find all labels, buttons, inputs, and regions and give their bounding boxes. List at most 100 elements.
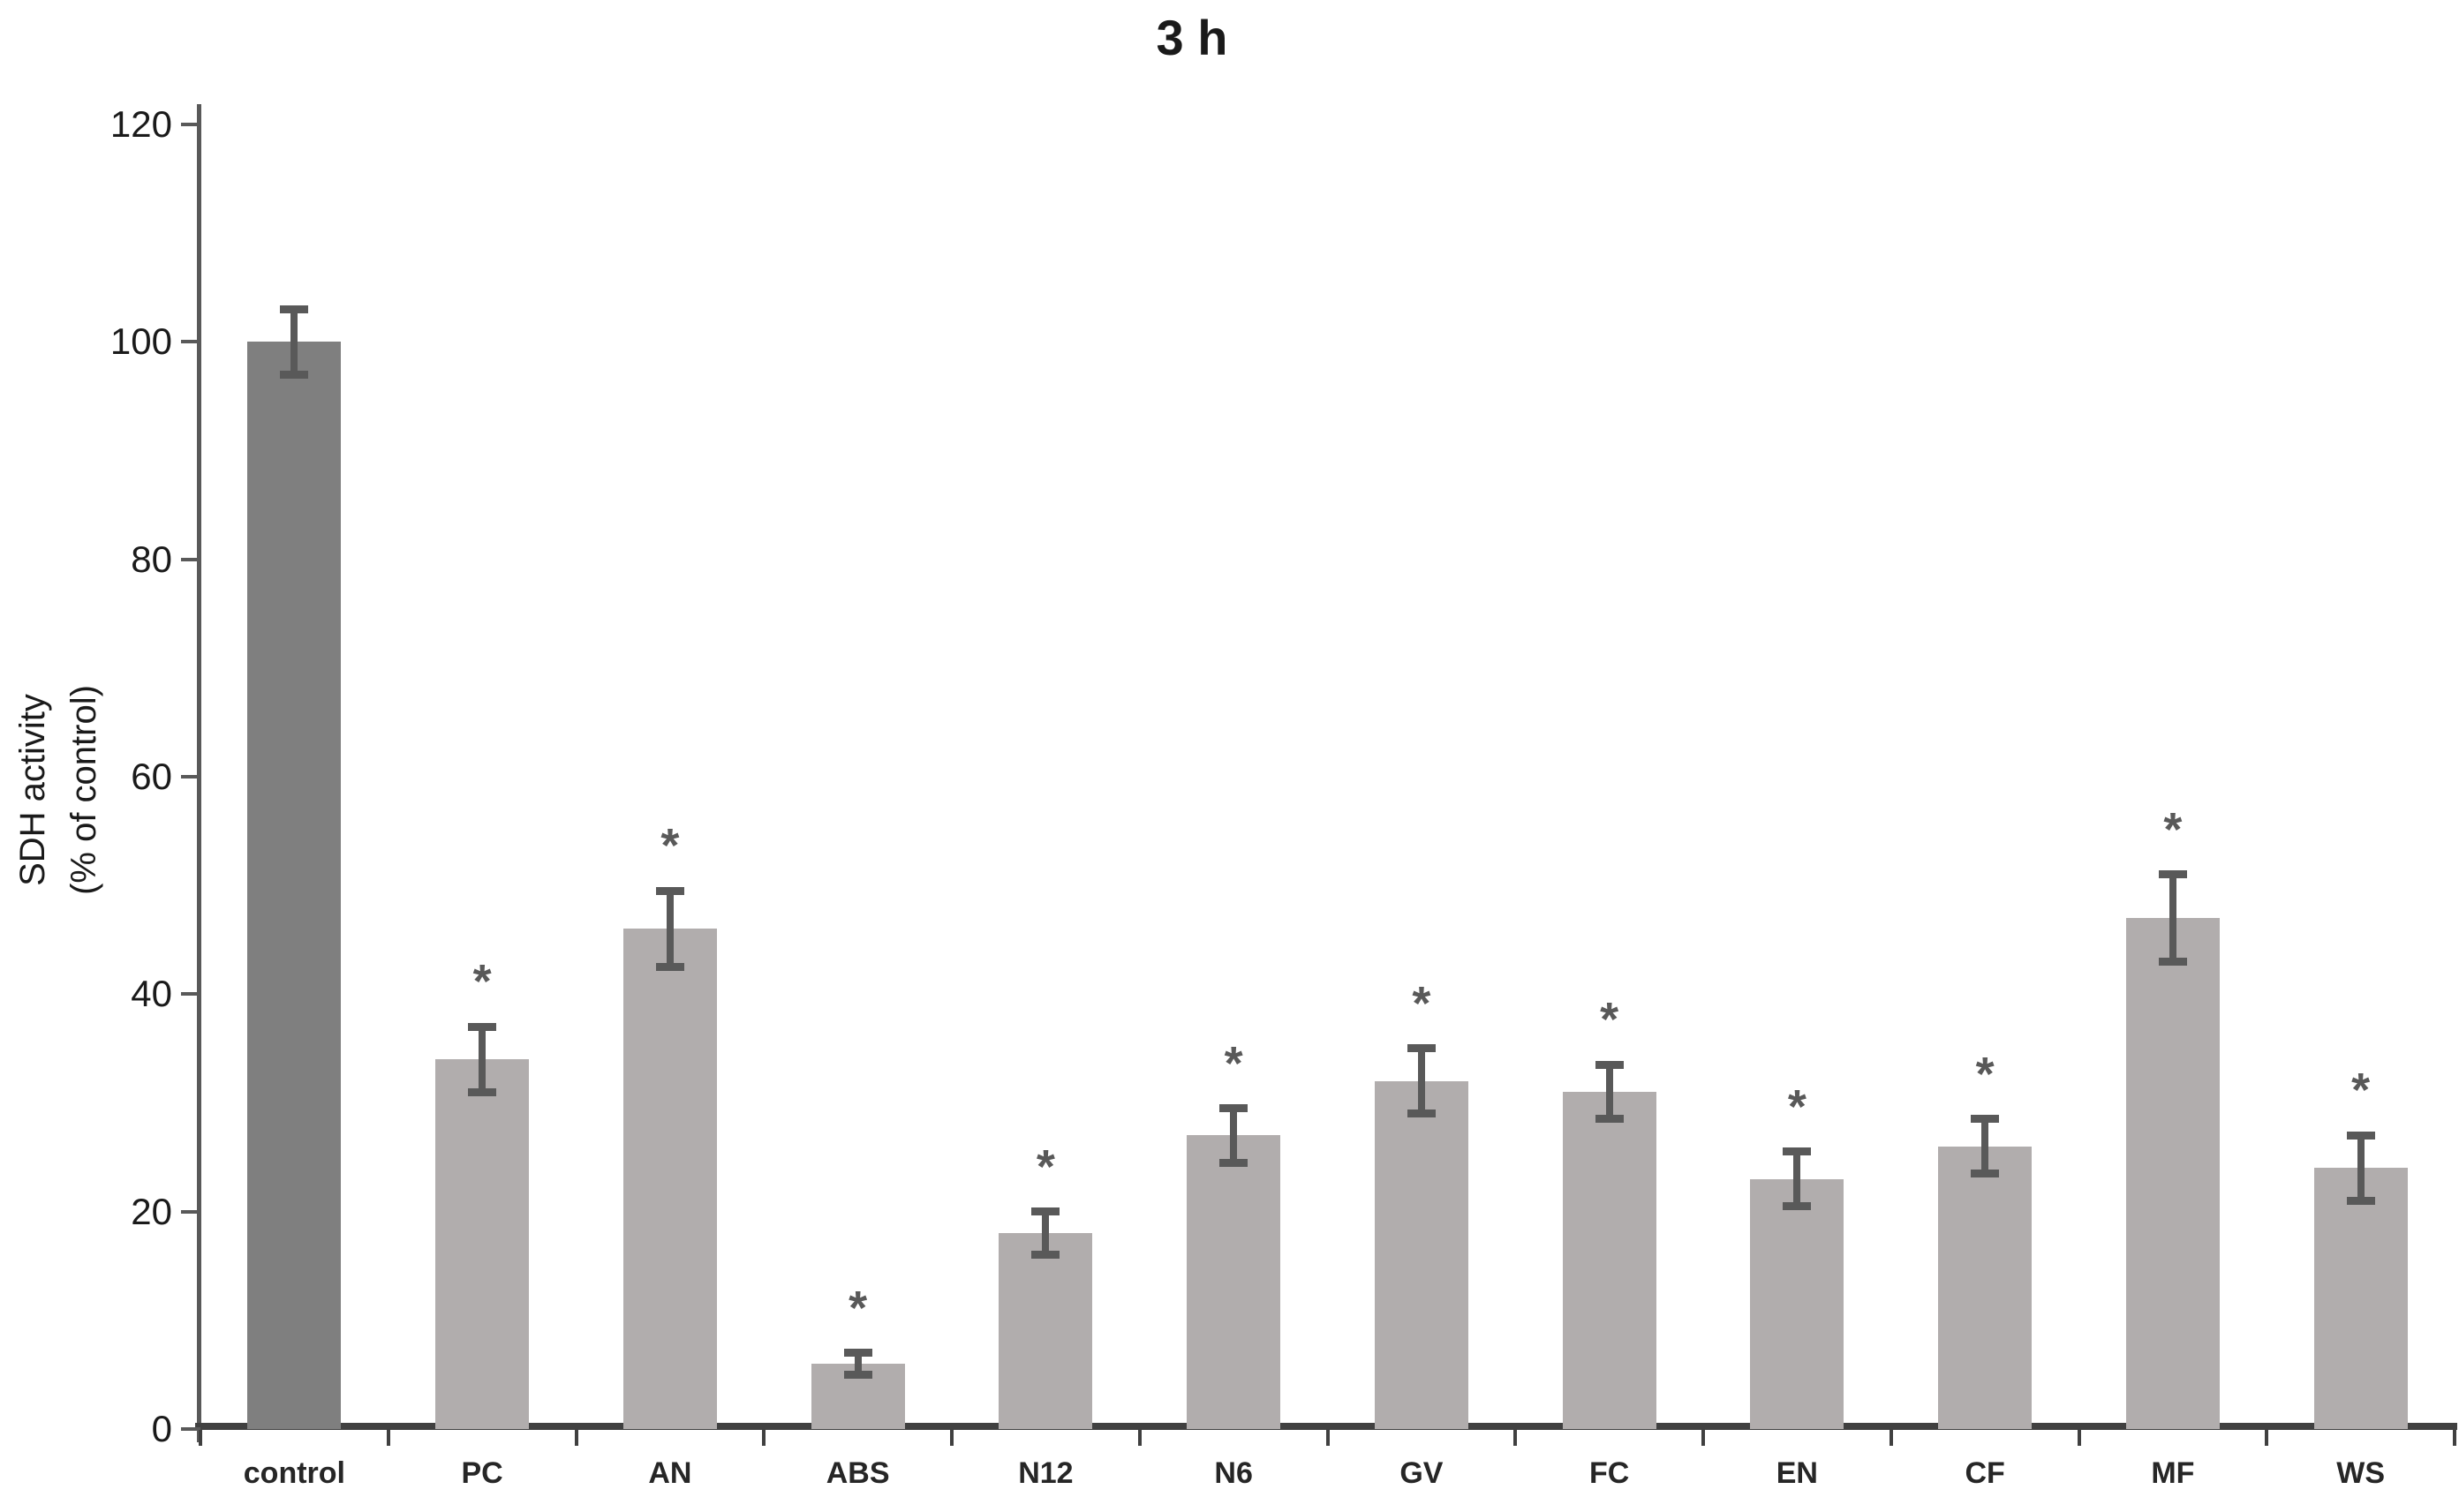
- error-bar-cap-bottom-AN: [655, 963, 684, 972]
- bar-FC: [1562, 1092, 1656, 1429]
- error-bar-cap-bottom-EN: [1783, 1202, 1812, 1210]
- y-axis-tick: [181, 1209, 200, 1214]
- error-bar-EN: [1793, 1151, 1801, 1207]
- significance-asterisk-PC: *: [472, 955, 492, 1009]
- error-bar-cap-top-PC: [468, 1022, 497, 1031]
- y-axis-tick: [181, 992, 200, 997]
- x-axis-tick: [1889, 1430, 1893, 1446]
- y-tick-label: 60: [131, 756, 172, 797]
- x-category-label-CF: CF: [1965, 1456, 2005, 1490]
- error-bar-cap-top-control: [280, 305, 309, 313]
- y-tick-label: 0: [151, 1408, 172, 1449]
- bar-AN: [622, 929, 717, 1429]
- x-category-label-ABS: ABS: [826, 1456, 890, 1490]
- x-category-label-EN: EN: [1776, 1456, 1818, 1490]
- bar-PC: [435, 1059, 530, 1429]
- error-bar-cap-top-FC: [1595, 1060, 1624, 1069]
- x-category-label-WS: WS: [2336, 1456, 2386, 1490]
- error-bar-cap-bottom-ABS: [843, 1370, 872, 1379]
- y-axis-tick: [181, 123, 200, 126]
- bar-EN: [1750, 1178, 1844, 1429]
- x-category-label-GV: GV: [1399, 1456, 1444, 1490]
- significance-asterisk-EN: *: [1787, 1079, 1807, 1133]
- y-tick-label: 120: [109, 103, 172, 145]
- error-bar-cap-top-N6: [1219, 1104, 1248, 1113]
- error-bar-cap-bottom-MF: [2158, 957, 2187, 966]
- y-axis-tick: [181, 557, 200, 561]
- significance-asterisk-GV: *: [1412, 976, 1431, 1030]
- significance-asterisk-N6: *: [1224, 1036, 1243, 1090]
- y-axis-tick: [181, 1427, 200, 1431]
- y-axis-tick: [181, 775, 200, 779]
- y-tick-label: 20: [131, 1190, 172, 1232]
- error-bar-AN: [666, 891, 674, 967]
- x-category-label-FC: FC: [1588, 1456, 1630, 1490]
- error-bar-cap-top-CF: [1971, 1115, 2000, 1124]
- bar-N12: [999, 1233, 1093, 1429]
- x-axis-tick: [1701, 1430, 1705, 1446]
- x-axis-tick: [762, 1430, 766, 1446]
- x-axis-tick: [2265, 1430, 2269, 1446]
- bar-control: [247, 342, 342, 1429]
- error-bar-cap-bottom-CF: [1971, 1170, 2000, 1178]
- x-axis-tick: [574, 1430, 578, 1446]
- error-bar-cap-top-EN: [1783, 1147, 1812, 1156]
- y-tick-label: 80: [131, 538, 172, 580]
- x-category-label-control: control: [243, 1456, 345, 1490]
- error-bar-cap-top-WS: [2346, 1131, 2375, 1140]
- x-category-label-N6: N6: [1214, 1456, 1253, 1490]
- x-axis-line: [195, 1423, 2457, 1430]
- error-bar-ABS: [854, 1352, 862, 1375]
- error-bar-cap-top-MF: [2158, 870, 2187, 879]
- error-bar-cap-bottom-N12: [1031, 1251, 1060, 1260]
- x-axis-tick: [950, 1430, 954, 1446]
- x-category-label-N12: N12: [1018, 1456, 1074, 1490]
- x-axis-tick: [1137, 1430, 1142, 1446]
- x-axis-tick: [1325, 1430, 1330, 1446]
- significance-asterisk-WS: *: [2351, 1064, 2371, 1117]
- error-bar-CF: [1981, 1118, 1989, 1174]
- error-bar-cap-top-ABS: [843, 1349, 872, 1358]
- y-axis-tick: [181, 340, 200, 344]
- error-bar-WS: [2357, 1135, 2365, 1201]
- chart-title: 3 h: [1156, 10, 1228, 65]
- error-bar-cap-bottom-PC: [468, 1087, 497, 1096]
- error-bar-cap-bottom-GV: [1407, 1110, 1436, 1118]
- bar-WS: [2313, 1168, 2408, 1429]
- significance-asterisk-CF: *: [1975, 1047, 1995, 1101]
- significance-asterisk-ABS: *: [849, 1281, 868, 1335]
- significance-asterisk-FC: *: [1600, 993, 1619, 1047]
- error-bar-cap-bottom-WS: [2346, 1196, 2375, 1205]
- error-bar-cap-bottom-FC: [1595, 1115, 1624, 1124]
- x-axis-tick: [2453, 1430, 2456, 1446]
- x-category-label-PC: PC: [461, 1456, 503, 1490]
- x-category-label-AN: AN: [648, 1456, 692, 1490]
- error-bar-cap-top-GV: [1407, 1044, 1436, 1053]
- significance-asterisk-MF: *: [2163, 802, 2183, 856]
- bar-MF: [2125, 918, 2220, 1429]
- x-axis-tick: [2077, 1430, 2081, 1446]
- error-bar-cap-bottom-N6: [1219, 1158, 1248, 1167]
- bar-GV: [1374, 1080, 1468, 1429]
- x-axis-tick: [1513, 1430, 1518, 1446]
- bar-CF: [1938, 1146, 2033, 1429]
- error-bar-N6: [1230, 1108, 1238, 1163]
- y-axis-line: [197, 104, 201, 1442]
- error-bar-N12: [1042, 1211, 1050, 1255]
- error-bar-PC: [479, 1027, 487, 1093]
- y-tick-label: 40: [131, 973, 172, 1015]
- error-bar-GV: [1417, 1048, 1425, 1114]
- x-axis-tick: [199, 1430, 202, 1446]
- error-bar-cap-top-AN: [655, 886, 684, 895]
- x-axis-tick: [386, 1430, 390, 1446]
- error-bar-cap-top-N12: [1031, 1207, 1060, 1216]
- significance-asterisk-AN: *: [660, 819, 680, 873]
- error-bar-control: [290, 309, 298, 375]
- error-bar-FC: [1605, 1064, 1613, 1119]
- x-category-label-MF: MF: [2151, 1456, 2195, 1490]
- significance-asterisk-N12: *: [1036, 1140, 1055, 1193]
- bar-N6: [1187, 1135, 1281, 1429]
- error-bar-MF: [2169, 874, 2176, 962]
